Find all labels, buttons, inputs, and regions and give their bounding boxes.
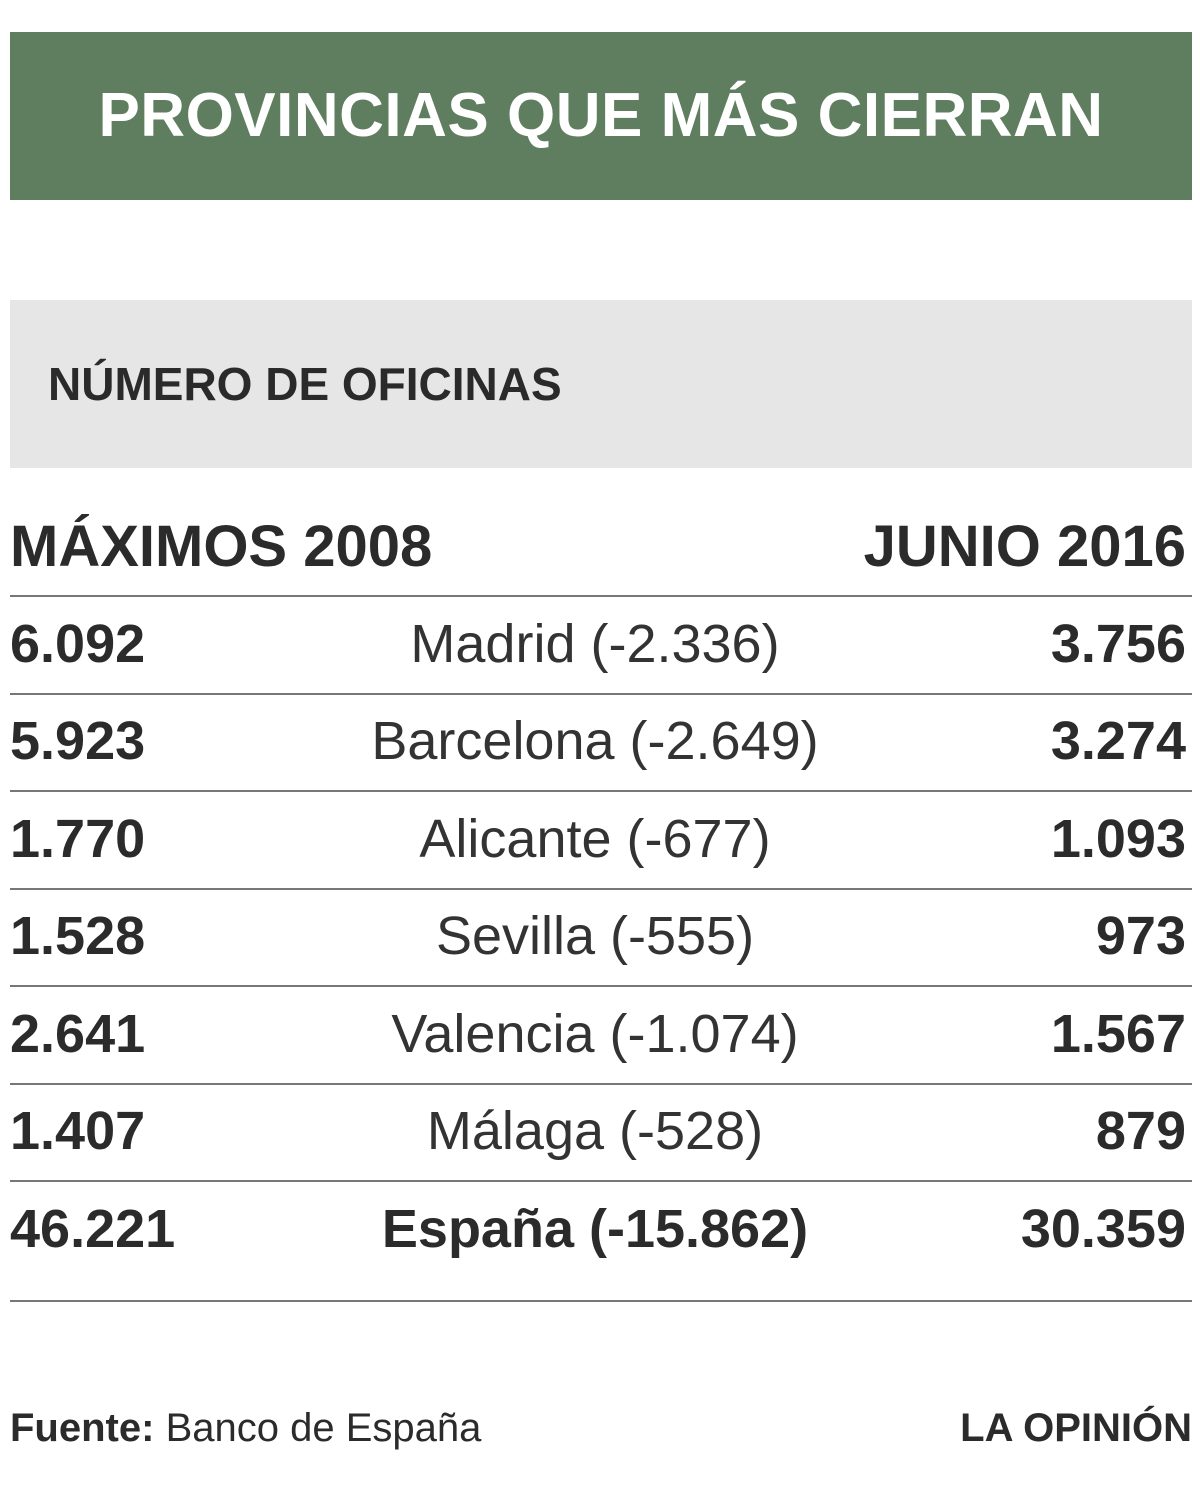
rule bbox=[10, 1082, 1192, 1085]
june-2016: 3.274 bbox=[1050, 711, 1186, 772]
province: Valencia (-1.074) bbox=[391, 1003, 799, 1064]
province: Alicante (-677) bbox=[419, 808, 771, 869]
max-2008: 46.221 bbox=[10, 1198, 176, 1259]
column-header: JUNIO 2016 bbox=[863, 514, 1186, 579]
province: Barcelona (-2.649) bbox=[371, 711, 819, 772]
subtitle-bar: NÚMERO DE OFICINAS bbox=[10, 300, 1192, 468]
source-note: Fuente: Banco de España bbox=[10, 1403, 481, 1453]
province: España (-15.862) bbox=[381, 1198, 809, 1259]
title-bar: PROVINCIAS QUE MÁS CIERRAN bbox=[10, 32, 1192, 200]
rule bbox=[10, 1300, 1192, 1302]
max-2008: 2.641 bbox=[10, 1003, 146, 1064]
june-2016: 30.359 bbox=[1020, 1198, 1186, 1259]
june-2016: 1.093 bbox=[1050, 808, 1186, 869]
title: PROVINCIAS QUE MÁS CIERRAN bbox=[98, 81, 1104, 150]
max-2008: 1.407 bbox=[10, 1101, 146, 1162]
max-2008: 6.092 bbox=[10, 613, 146, 674]
source-label: Fuente: bbox=[10, 1406, 155, 1450]
rule bbox=[10, 887, 1192, 890]
province: Málaga (-528) bbox=[426, 1101, 764, 1162]
max-2008: 5.923 bbox=[10, 711, 146, 772]
june-2016: 879 bbox=[1095, 1101, 1186, 1162]
max-2008: 1.770 bbox=[10, 808, 146, 869]
source: Banco de España bbox=[165, 1406, 482, 1450]
max-2008: 1.528 bbox=[10, 906, 146, 967]
column-header: MÁXIMOS 2008 bbox=[10, 514, 433, 579]
brand: LA OPINIÓN bbox=[960, 1406, 1192, 1450]
rule bbox=[10, 985, 1192, 987]
june-2016: 3.756 bbox=[1050, 613, 1186, 674]
rule bbox=[10, 595, 1192, 597]
june-2016: 1.567 bbox=[1050, 1003, 1186, 1064]
rule bbox=[10, 692, 1192, 695]
june-2016: 973 bbox=[1095, 906, 1186, 967]
province: Madrid (-2.336) bbox=[410, 613, 780, 674]
province: Sevilla (-555) bbox=[435, 906, 755, 967]
rule bbox=[10, 1180, 1192, 1182]
subtitle: NÚMERO DE OFICINAS bbox=[48, 358, 562, 410]
rule bbox=[10, 790, 1192, 792]
